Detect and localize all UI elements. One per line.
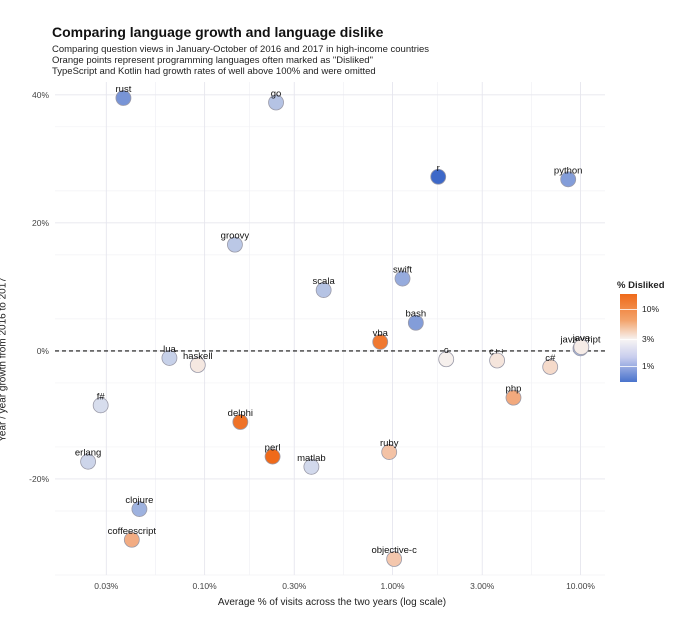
point-scala	[315, 282, 332, 298]
x-axis-label: Average % of visits across the two years…	[217, 597, 447, 608]
point-vba	[372, 334, 389, 350]
point-label: c++	[489, 347, 505, 358]
point-label: vba	[373, 328, 389, 339]
y-tick-label: 40%	[32, 90, 49, 100]
legend-mark-high	[620, 309, 637, 310]
point-label: coffeescript	[108, 526, 157, 537]
x-tick-label: 0.30%	[282, 581, 307, 591]
point-label: java	[572, 333, 591, 344]
legend-color-bar	[620, 294, 637, 382]
legend-tick-high: 10%	[642, 304, 660, 314]
point-python	[560, 171, 577, 188]
legend-mark-mid	[620, 339, 637, 340]
point-clojure	[131, 501, 148, 517]
x-tick-label: 0.10%	[193, 581, 218, 591]
point-label: php	[506, 384, 522, 395]
point-groovy	[227, 236, 243, 253]
point-label: c#	[545, 353, 556, 364]
point-label: erlang	[75, 448, 101, 459]
point-r	[430, 168, 447, 185]
point-label: go	[271, 88, 282, 99]
legend-tick-mid: 3%	[642, 334, 655, 344]
legend-tick-low: 1%	[642, 361, 655, 371]
point-matlab	[303, 458, 320, 475]
point-label: delphi	[228, 408, 253, 419]
point-lua	[161, 350, 178, 366]
point-erlang	[80, 453, 96, 470]
point-c-	[542, 359, 559, 375]
point-label: scala	[313, 276, 336, 287]
point-label: c	[444, 345, 449, 356]
point-rust	[115, 90, 132, 106]
point-label: swift	[393, 265, 412, 276]
point-swift	[394, 270, 411, 287]
point-delphi	[232, 414, 249, 430]
legend-title: % Disliked	[617, 280, 665, 291]
point-ruby	[381, 444, 398, 460]
chart-subtitle: Comparing question views in January-Octo…	[52, 44, 612, 77]
y-tick-label: 20%	[32, 218, 49, 228]
point-perl	[264, 448, 281, 465]
point-label: perl	[265, 443, 281, 454]
subtitle-line-3: TypeScript and Kotlin had growth rates o…	[52, 66, 376, 77]
x-tick-label: 3.00%	[470, 581, 495, 591]
point-label: ruby	[380, 438, 399, 449]
legend-mark-low	[620, 366, 637, 367]
chart-title: Comparing language growth and language d…	[52, 24, 384, 40]
subtitle-line-2: Orange points represent programming lang…	[52, 55, 373, 66]
subtitle-line-1: Comparing question views in January-Octo…	[52, 44, 430, 55]
x-tick-label: 10.00%	[566, 581, 595, 591]
point-label: python	[554, 165, 583, 176]
point-label: f#	[97, 391, 106, 402]
point-go	[268, 94, 284, 111]
y-tick-label: 0%	[37, 346, 50, 356]
point-label: bash	[406, 309, 427, 320]
point-label: r	[437, 163, 440, 174]
point-objective-c	[386, 551, 403, 567]
point-label: haskell	[183, 351, 213, 362]
point-c	[438, 351, 455, 368]
point-php	[505, 389, 522, 406]
y-axis-label: Year / year growth from 2016 to 2017	[0, 277, 9, 442]
point-bash	[407, 314, 424, 331]
point-label: matlab	[297, 453, 326, 464]
point-label: lua	[163, 344, 176, 355]
x-tick-label: 0.03%	[94, 581, 119, 591]
point-label: groovy	[221, 231, 250, 242]
point-haskell	[189, 357, 206, 373]
point-f-	[92, 397, 109, 414]
point-coffeescript	[123, 531, 140, 548]
x-tick-label: 1.00%	[380, 581, 405, 591]
point-label: objective-c	[371, 545, 417, 556]
point-c-	[489, 352, 506, 369]
y-tick-label: -20%	[29, 474, 49, 484]
point-label: clojure	[125, 495, 153, 506]
point-java	[573, 339, 590, 355]
point-label: rust	[116, 84, 132, 95]
